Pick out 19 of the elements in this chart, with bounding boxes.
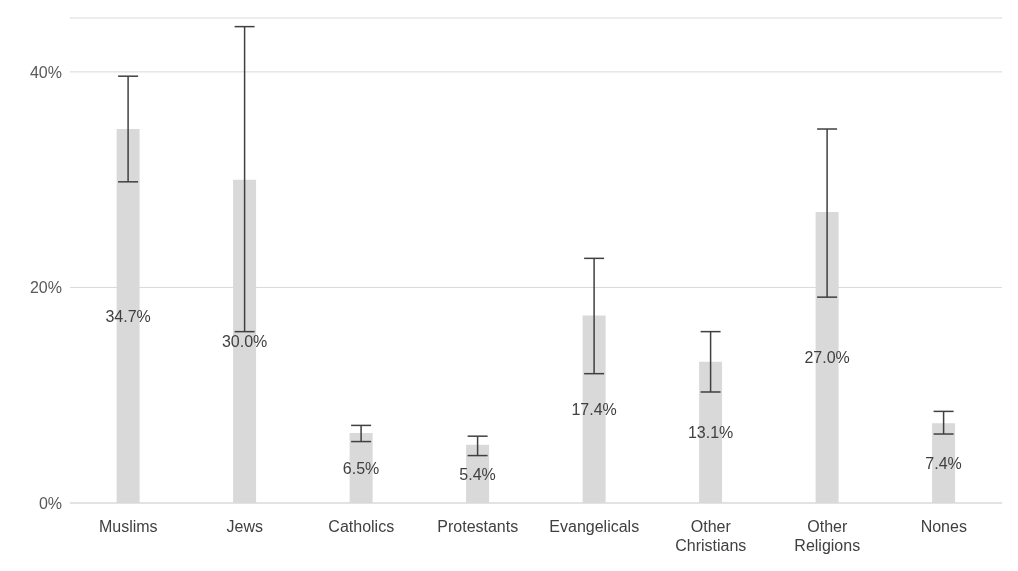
x-tick-label: Nones xyxy=(920,517,967,535)
y-tick-label: 0% xyxy=(38,494,62,512)
data-label: 5.4% xyxy=(459,465,496,483)
data-label: 30.0% xyxy=(221,333,268,351)
x-tick-label: Evangelicals xyxy=(549,517,640,535)
x-tick-label: Catholics xyxy=(328,517,395,535)
data-label: 34.7% xyxy=(105,307,151,325)
x-tick-label: Jews xyxy=(226,517,263,535)
x-tick-label: Other Religions xyxy=(794,517,861,554)
data-label: 17.4% xyxy=(571,400,617,418)
data-label: 6.5% xyxy=(342,459,380,477)
data-label: 13.1% xyxy=(687,424,734,442)
data-label: 27.0% xyxy=(804,349,850,367)
x-tick-label: Protestants xyxy=(437,517,519,535)
x-tick-label: Other Christians xyxy=(675,517,747,554)
x-tick-label: Muslims xyxy=(98,517,158,535)
y-tick-label: 20% xyxy=(29,279,62,297)
data-label: 7.4% xyxy=(925,454,962,472)
y-tick-label: 40% xyxy=(29,63,62,81)
